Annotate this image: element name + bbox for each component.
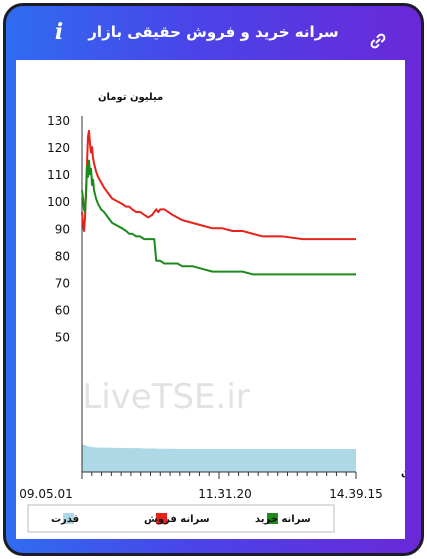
watermark-text: LiveTSE.ir: [82, 377, 250, 417]
legend-swatch: [63, 513, 74, 524]
power-area: [82, 444, 356, 472]
info-icon[interactable]: i: [54, 19, 64, 45]
link-icon[interactable]: [369, 32, 387, 50]
y-tick-label: 60: [55, 304, 70, 318]
legend-swatch: [267, 513, 278, 524]
x-tick-label: 11.31.20: [198, 487, 251, 501]
chart-svg: LiveTSE.ir 50 60 70 80 90 100 110 120 130 میلیون …: [19, 92, 421, 533]
page-title: سرانه خرید و فروش حقیقی بازار: [88, 23, 339, 41]
sell-series-line: [81, 129, 356, 241]
legend-box: [27, 504, 335, 533]
y-tick-label: 90: [55, 222, 70, 236]
y-tick-label: 100: [47, 195, 70, 209]
legend-label: سرانه فروش: [144, 514, 210, 525]
app-frame: i سرانه خرید و فروش حقیقی بازار LiveTSE.…: [3, 3, 424, 556]
y-tick-label: 50: [55, 331, 70, 345]
y-tick-label: 120: [47, 141, 70, 155]
legend-label: قدرت: [51, 514, 79, 525]
x-tick-label: 14.39.15: [329, 487, 382, 501]
y-axis-unit-label: میلیون تومان: [98, 92, 163, 103]
y-tick-label: 130: [47, 114, 70, 128]
y-tick-label: 80: [55, 249, 70, 263]
x-tick-label: 09.05.01: [19, 487, 72, 501]
legend-label: سرانه خرید: [255, 514, 311, 525]
header-bar: i سرانه خرید و فروش حقیقی بازار: [6, 6, 421, 60]
buy-series-line: [81, 159, 356, 276]
legend-swatch: [156, 513, 167, 524]
chart-panel: LiveTSE.ir 50 60 70 80 90 100 110 120 130 میلیون …: [16, 60, 421, 539]
x-axis-label: زمان: [401, 468, 405, 479]
y-tick-label: 110: [47, 168, 70, 182]
y-tick-label: 70: [55, 276, 70, 290]
